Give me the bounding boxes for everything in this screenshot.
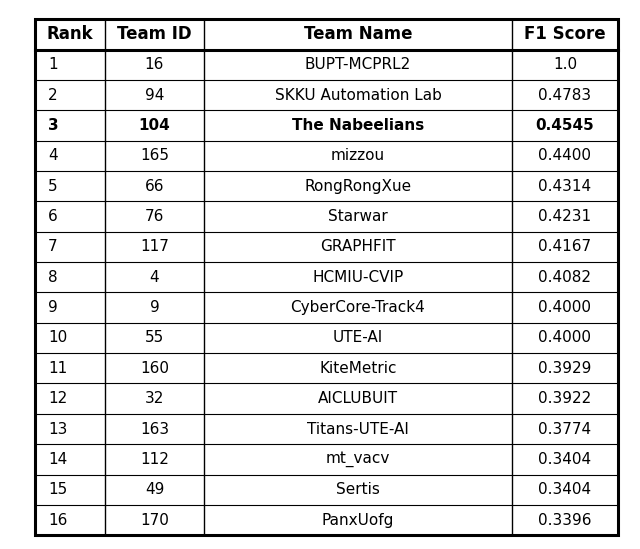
Text: 163: 163 — [140, 422, 169, 436]
Text: 165: 165 — [140, 148, 169, 163]
Text: 0.4000: 0.4000 — [538, 330, 591, 345]
Text: Starwar: Starwar — [328, 209, 388, 224]
Text: BUPT-MCPRL2: BUPT-MCPRL2 — [305, 57, 411, 72]
Text: 1.0: 1.0 — [553, 57, 577, 72]
Text: Sertis: Sertis — [336, 482, 380, 497]
Text: 0.4167: 0.4167 — [538, 239, 591, 254]
Text: 3: 3 — [48, 118, 58, 133]
Text: 11: 11 — [48, 361, 67, 376]
Text: SKKU Automation Lab: SKKU Automation Lab — [275, 88, 442, 103]
Text: GRAPHFIT: GRAPHFIT — [320, 239, 396, 254]
Text: 16: 16 — [48, 513, 67, 528]
Text: 9: 9 — [150, 300, 159, 315]
Text: 55: 55 — [145, 330, 164, 345]
Text: Titans-UTE-AI: Titans-UTE-AI — [307, 422, 409, 436]
Text: 0.4314: 0.4314 — [538, 178, 591, 194]
Text: 0.3922: 0.3922 — [538, 391, 591, 406]
Text: 112: 112 — [140, 452, 169, 467]
Text: 76: 76 — [145, 209, 164, 224]
Text: mizzou: mizzou — [331, 148, 385, 163]
Text: 5: 5 — [48, 178, 58, 194]
Text: 16: 16 — [145, 57, 164, 72]
Text: 4: 4 — [150, 270, 159, 285]
Text: 2: 2 — [48, 88, 58, 103]
Text: 0.4231: 0.4231 — [538, 209, 591, 224]
Text: 66: 66 — [145, 178, 164, 194]
Text: Rank: Rank — [47, 25, 93, 43]
Text: 49: 49 — [145, 482, 164, 497]
Text: 0.4400: 0.4400 — [538, 148, 591, 163]
Text: 170: 170 — [140, 513, 169, 528]
Text: 32: 32 — [145, 391, 164, 406]
Text: F1 Score: F1 Score — [524, 25, 606, 43]
Text: 9: 9 — [48, 300, 58, 315]
Text: 0.4545: 0.4545 — [536, 118, 595, 133]
Text: 6: 6 — [48, 209, 58, 224]
Text: 0.4783: 0.4783 — [538, 88, 591, 103]
Text: KiteMetric: KiteMetric — [319, 361, 397, 376]
Text: 0.3929: 0.3929 — [538, 361, 591, 376]
Text: 160: 160 — [140, 361, 169, 376]
Text: 1: 1 — [48, 57, 58, 72]
Text: 0.3404: 0.3404 — [538, 482, 591, 497]
Text: AICLUBUIT: AICLUBUIT — [318, 391, 398, 406]
Text: 15: 15 — [48, 482, 67, 497]
Text: RongRongXue: RongRongXue — [305, 178, 412, 194]
Text: 14: 14 — [48, 452, 67, 467]
Text: HCMIU-CVIP: HCMIU-CVIP — [312, 270, 404, 285]
Text: 0.3404: 0.3404 — [538, 452, 591, 467]
Text: Team ID: Team ID — [117, 25, 192, 43]
Text: 4: 4 — [48, 148, 58, 163]
Text: 117: 117 — [140, 239, 169, 254]
Text: 7: 7 — [48, 239, 58, 254]
Text: 13: 13 — [48, 422, 67, 436]
Text: 8: 8 — [48, 270, 58, 285]
Text: 94: 94 — [145, 88, 164, 103]
Text: 0.4000: 0.4000 — [538, 300, 591, 315]
Text: 10: 10 — [48, 330, 67, 345]
Text: Team Name: Team Name — [304, 25, 412, 43]
Text: 12: 12 — [48, 391, 67, 406]
Text: 0.3774: 0.3774 — [538, 422, 591, 436]
Text: 0.4082: 0.4082 — [538, 270, 591, 285]
Text: PanxUofg: PanxUofg — [322, 513, 394, 528]
Text: CyberCore-Track4: CyberCore-Track4 — [291, 300, 426, 315]
Text: UTE-AI: UTE-AI — [333, 330, 383, 345]
Text: The Nabeelians: The Nabeelians — [292, 118, 424, 133]
Text: mt_vacv: mt_vacv — [326, 451, 390, 467]
Text: 104: 104 — [139, 118, 170, 133]
Text: 0.3396: 0.3396 — [538, 513, 592, 528]
